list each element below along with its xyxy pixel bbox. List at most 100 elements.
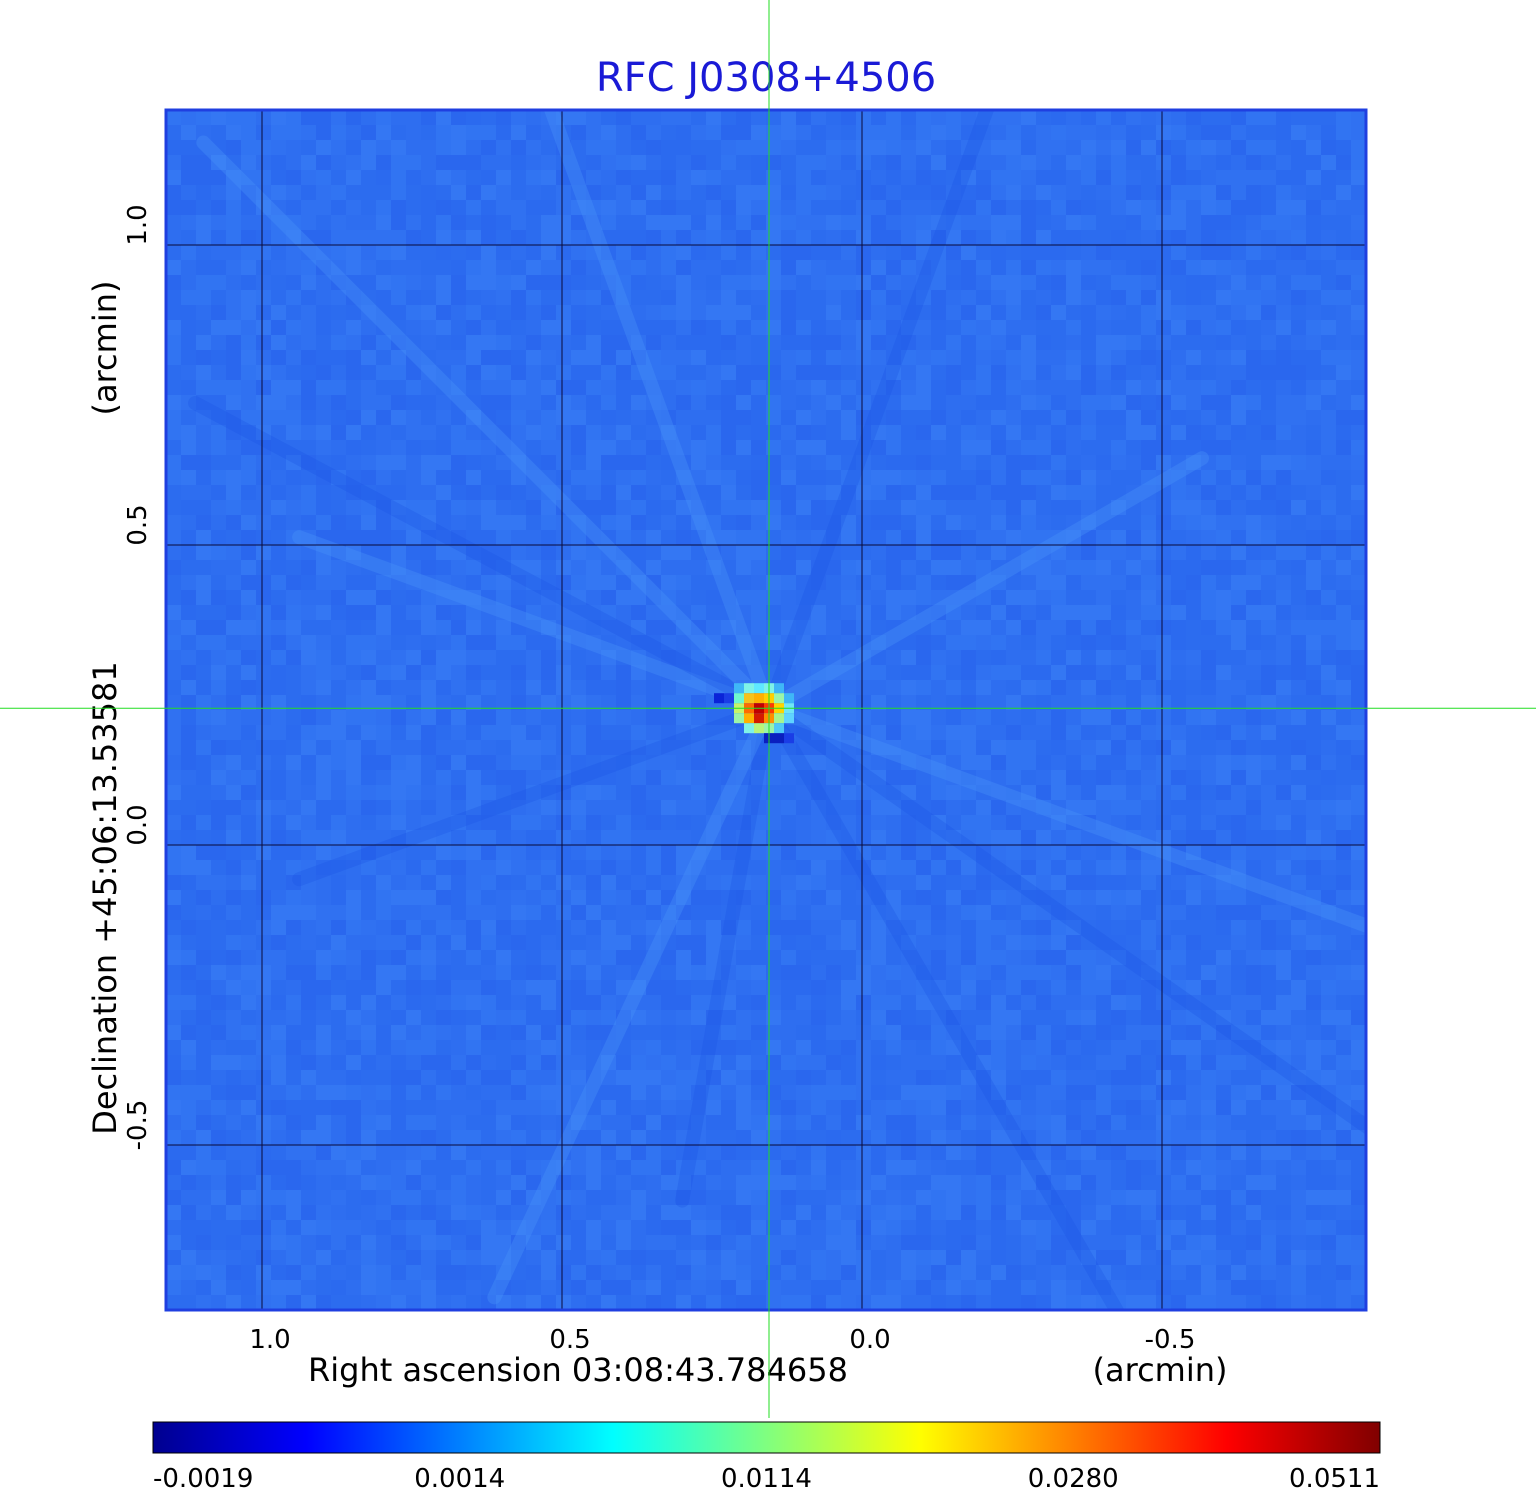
noise-cell <box>736 845 751 860</box>
noise-cell <box>1231 200 1246 215</box>
noise-cell <box>286 815 301 830</box>
noise-cell <box>631 965 646 980</box>
noise-cell <box>1096 335 1111 350</box>
noise-cell <box>826 485 841 500</box>
noise-cell <box>241 350 256 365</box>
noise-cell <box>601 245 616 260</box>
noise-cell <box>526 920 541 935</box>
noise-cell <box>1201 1025 1216 1040</box>
noise-cell <box>796 140 811 155</box>
noise-cell <box>931 635 946 650</box>
noise-cell <box>406 320 421 335</box>
noise-cell <box>856 845 871 860</box>
noise-cell <box>1066 275 1081 290</box>
noise-cell <box>601 185 616 200</box>
noise-cell <box>466 140 481 155</box>
noise-cell <box>436 350 451 365</box>
noise-cell <box>901 410 916 425</box>
noise-cell <box>616 995 631 1010</box>
noise-cell <box>526 830 541 845</box>
noise-cell <box>916 965 931 980</box>
noise-cell <box>556 560 571 575</box>
noise-cell <box>631 740 646 755</box>
noise-cell <box>1096 440 1111 455</box>
noise-cell <box>391 620 406 635</box>
noise-cell <box>256 110 271 125</box>
noise-cell <box>271 140 286 155</box>
noise-cell <box>196 290 211 305</box>
noise-cell <box>661 185 676 200</box>
noise-cell <box>1231 275 1246 290</box>
noise-cell <box>511 800 526 815</box>
noise-cell <box>721 800 736 815</box>
noise-cell <box>1111 590 1126 605</box>
noise-cell <box>526 335 541 350</box>
noise-cell <box>676 815 691 830</box>
noise-cell <box>1036 920 1051 935</box>
noise-cell <box>646 485 661 500</box>
noise-cell <box>751 560 766 575</box>
noise-cell <box>691 245 706 260</box>
noise-cell <box>481 935 496 950</box>
noise-cell <box>286 860 301 875</box>
noise-cell <box>361 1040 376 1055</box>
noise-cell <box>511 695 526 710</box>
noise-cell <box>886 365 901 380</box>
noise-cell <box>931 185 946 200</box>
noise-cell <box>466 155 481 170</box>
noise-cell <box>976 305 991 320</box>
noise-cell <box>286 695 301 710</box>
noise-cell <box>1111 275 1126 290</box>
noise-cell <box>1321 140 1336 155</box>
noise-cell <box>811 305 826 320</box>
noise-cell <box>661 140 676 155</box>
noise-cell <box>661 200 676 215</box>
noise-cell <box>1051 200 1066 215</box>
noise-cell <box>301 740 316 755</box>
noise-cell <box>1351 515 1366 530</box>
noise-cell <box>211 425 226 440</box>
noise-cell <box>1156 860 1171 875</box>
noise-cell <box>901 260 916 275</box>
noise-cell <box>196 920 211 935</box>
noise-cell <box>661 545 676 560</box>
noise-cell <box>1336 650 1351 665</box>
noise-cell <box>961 770 976 785</box>
noise-cell <box>1111 665 1126 680</box>
noise-cell <box>406 230 421 245</box>
noise-cell <box>676 695 691 710</box>
noise-cell <box>646 755 661 770</box>
noise-cell <box>1081 965 1096 980</box>
noise-cell <box>1021 110 1036 125</box>
noise-cell <box>766 890 781 905</box>
noise-cell <box>901 875 916 890</box>
noise-cell <box>856 1010 871 1025</box>
noise-cell <box>481 470 496 485</box>
noise-cell <box>601 125 616 140</box>
noise-cell <box>286 920 301 935</box>
noise-cell <box>331 830 346 845</box>
noise-cell <box>1216 140 1231 155</box>
noise-cell <box>226 845 241 860</box>
noise-cell <box>256 500 271 515</box>
noise-cell <box>751 275 766 290</box>
noise-cell <box>1156 560 1171 575</box>
noise-cell <box>766 1025 781 1040</box>
noise-cell <box>241 440 256 455</box>
noise-cell <box>826 905 841 920</box>
noise-cell <box>361 665 376 680</box>
noise-cell <box>1111 770 1126 785</box>
noise-cell <box>736 785 751 800</box>
noise-cell <box>721 215 736 230</box>
noise-cell <box>1126 185 1141 200</box>
noise-cell <box>526 230 541 245</box>
noise-cell <box>901 980 916 995</box>
noise-cell <box>1111 965 1126 980</box>
noise-cell <box>256 395 271 410</box>
noise-cell <box>871 245 886 260</box>
noise-cell <box>961 215 976 230</box>
noise-cell <box>676 680 691 695</box>
noise-cell <box>406 440 421 455</box>
noise-cell <box>796 635 811 650</box>
noise-cell <box>481 170 496 185</box>
